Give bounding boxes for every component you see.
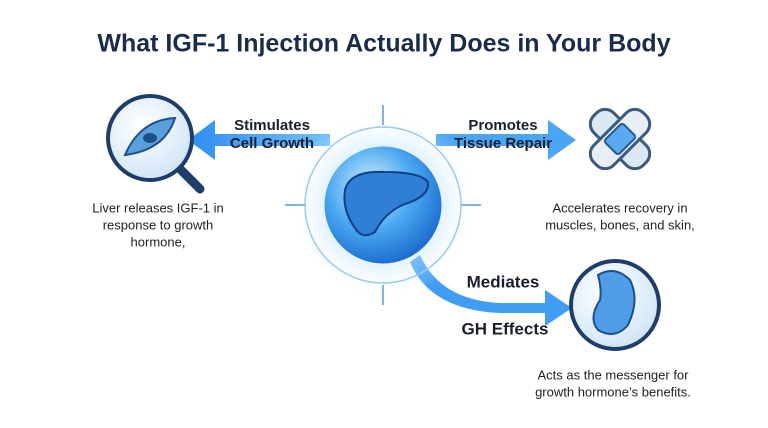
node-description: Liver releases IGF-1 in bbox=[92, 200, 224, 215]
node-description: Accelerates recovery in bbox=[552, 200, 687, 215]
arrow-down-right bbox=[410, 255, 572, 326]
node-label: Stimulates bbox=[234, 117, 310, 134]
node-label: GH Effects bbox=[462, 319, 549, 338]
liver-icon bbox=[343, 170, 430, 237]
title: What IGF-1 Injection Actually Does in Yo… bbox=[97, 30, 670, 58]
node-description: hormone, bbox=[131, 234, 186, 249]
node-label: Cell Growth bbox=[230, 135, 314, 152]
receptor-shape bbox=[592, 270, 636, 335]
nucleus bbox=[143, 133, 157, 143]
arrow-left bbox=[188, 120, 330, 160]
node-description: muscles, bones, and skin, bbox=[545, 217, 695, 232]
node-label: Promotes bbox=[468, 117, 537, 134]
magnifier-handle bbox=[176, 165, 205, 194]
node-label: Mediates bbox=[467, 272, 540, 291]
arrow-right bbox=[436, 120, 576, 160]
bandage-icon bbox=[588, 107, 652, 171]
node-label: Tissue Repair bbox=[454, 135, 552, 152]
node-description: growth hormone’s benefits. bbox=[535, 384, 691, 399]
node-description: Acts as the messenger for bbox=[537, 367, 689, 382]
node-description: response to growth bbox=[103, 217, 214, 232]
